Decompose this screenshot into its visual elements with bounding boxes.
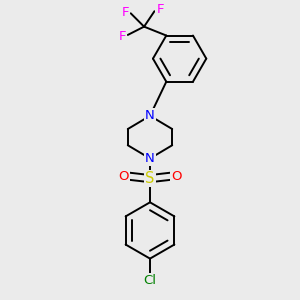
Text: Cl: Cl xyxy=(143,274,157,287)
Text: S: S xyxy=(145,171,155,186)
Text: O: O xyxy=(171,170,182,183)
Text: N: N xyxy=(145,109,155,122)
Text: O: O xyxy=(118,170,129,183)
Text: F: F xyxy=(122,6,129,19)
Text: N: N xyxy=(145,152,155,165)
Text: F: F xyxy=(118,30,126,43)
Text: F: F xyxy=(156,3,164,16)
